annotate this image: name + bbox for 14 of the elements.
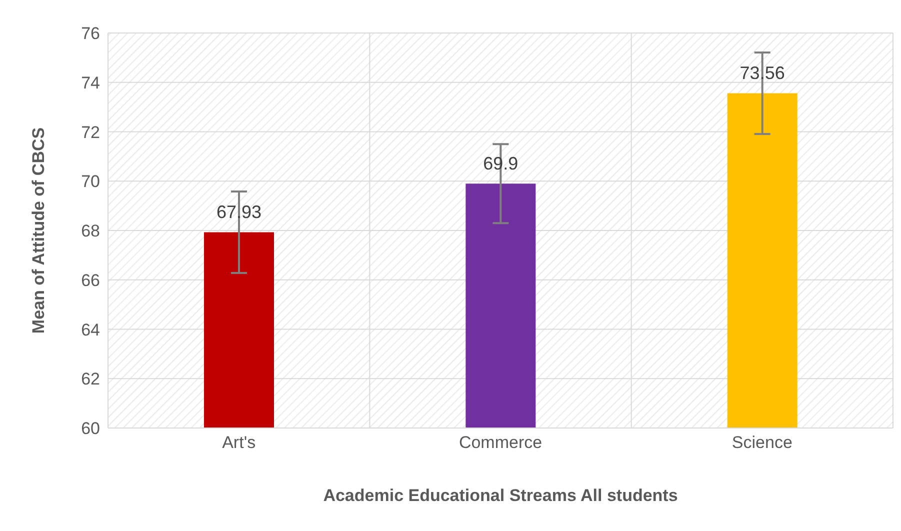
y-tick-label: 74	[81, 73, 100, 92]
y-tick-label: 70	[81, 172, 100, 192]
y-tick-label: 60	[81, 419, 100, 438]
x-tick-label: Science	[732, 433, 792, 452]
y-axis-title: Mean of Attitude of CBCS	[29, 127, 48, 334]
y-tick-label: 68	[81, 222, 100, 241]
y-tick-label: 76	[81, 24, 100, 44]
x-tick-label: Art's	[222, 433, 256, 452]
y-tick-label: 72	[81, 122, 100, 142]
x-axis-title: Academic Educational Streams All students	[323, 486, 678, 505]
y-tick-label: 62	[81, 370, 100, 389]
x-tick-label: Commerce	[458, 433, 542, 452]
y-tick-label: 66	[81, 270, 100, 290]
y-tick-label: 64	[81, 320, 100, 340]
